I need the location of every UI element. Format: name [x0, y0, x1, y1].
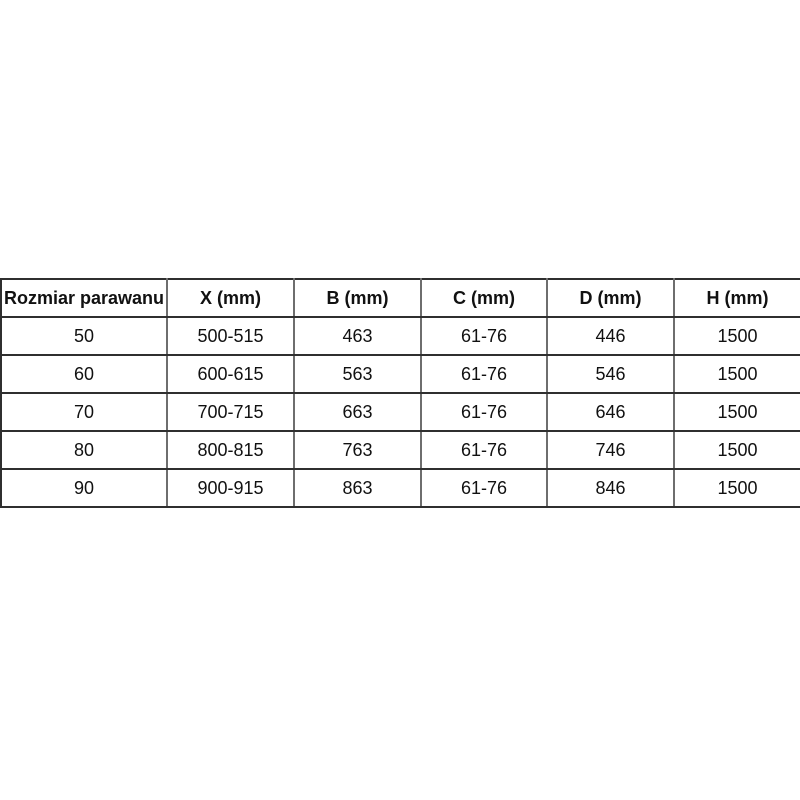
table-row-size-50: 50 500-515 463 61-76 446 1500: [0, 316, 800, 356]
cell-size: 80: [0, 430, 168, 470]
header-cell-h-mm: H (mm): [673, 278, 800, 318]
table-row-size-60: 60 600-615 563 61-76 546 1500: [0, 354, 800, 394]
cell-c: 61-76: [420, 316, 548, 356]
cell-h: 1500: [673, 316, 800, 356]
cell-size: 90: [0, 468, 168, 508]
cell-b: 463: [293, 316, 422, 356]
cell-x: 800-815: [166, 430, 295, 470]
cell-x: 900-915: [166, 468, 295, 508]
cell-b: 863: [293, 468, 422, 508]
header-cell-b-mm: B (mm): [293, 278, 422, 318]
dimension-table-container: Rozmiar parawanu X (mm) B (mm) C (mm) D …: [0, 278, 800, 508]
table-row-size-90: 90 900-915 863 61-76 846 1500: [0, 468, 800, 508]
dimension-table: Rozmiar parawanu X (mm) B (mm) C (mm) D …: [0, 278, 800, 508]
cell-b: 663: [293, 392, 422, 432]
cell-d: 646: [546, 392, 675, 432]
cell-d: 746: [546, 430, 675, 470]
table-header-row: Rozmiar parawanu X (mm) B (mm) C (mm) D …: [0, 278, 800, 318]
cell-b: 763: [293, 430, 422, 470]
table-row-size-70: 70 700-715 663 61-76 646 1500: [0, 392, 800, 432]
cell-size: 60: [0, 354, 168, 394]
cell-c: 61-76: [420, 354, 548, 394]
cell-h: 1500: [673, 430, 800, 470]
cell-d: 446: [546, 316, 675, 356]
header-cell-rozmiar-parawanu: Rozmiar parawanu: [0, 278, 168, 318]
cell-d: 846: [546, 468, 675, 508]
cell-size: 70: [0, 392, 168, 432]
cell-x: 500-515: [166, 316, 295, 356]
cell-d: 546: [546, 354, 675, 394]
cell-size: 50: [0, 316, 168, 356]
cell-c: 61-76: [420, 468, 548, 508]
header-cell-x-mm: X (mm): [166, 278, 295, 318]
cell-h: 1500: [673, 354, 800, 394]
cell-c: 61-76: [420, 392, 548, 432]
cell-b: 563: [293, 354, 422, 394]
cell-h: 1500: [673, 468, 800, 508]
header-cell-c-mm: C (mm): [420, 278, 548, 318]
cell-x: 600-615: [166, 354, 295, 394]
cell-c: 61-76: [420, 430, 548, 470]
header-cell-d-mm: D (mm): [546, 278, 675, 318]
table-row-size-80: 80 800-815 763 61-76 746 1500: [0, 430, 800, 470]
cell-x: 700-715: [166, 392, 295, 432]
cell-h: 1500: [673, 392, 800, 432]
